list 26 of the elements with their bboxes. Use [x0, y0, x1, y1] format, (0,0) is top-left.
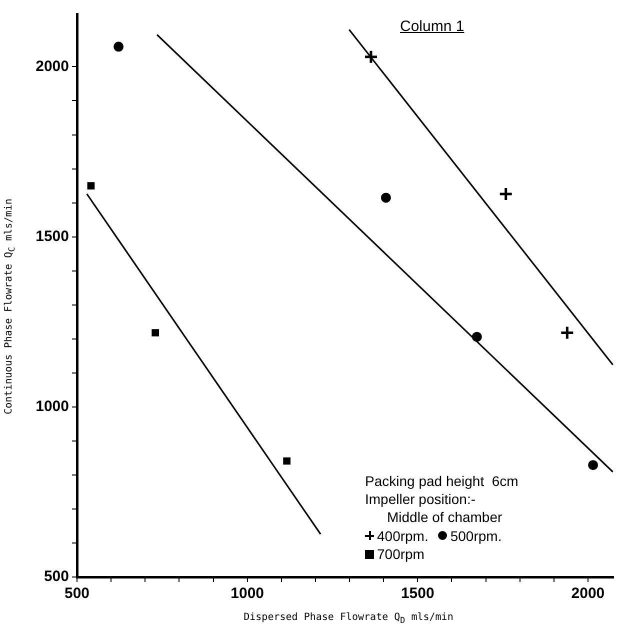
chart-title: Column 1: [400, 18, 464, 35]
point: [152, 329, 160, 336]
y-tick-label: 1000: [36, 398, 69, 416]
point: [87, 182, 95, 190]
x-tick-label: 500: [64, 585, 90, 602]
point: [380, 192, 391, 203]
legend-label: 500rpm.: [450, 526, 502, 544]
x-tick-label: 1000: [230, 585, 264, 602]
point: [114, 42, 124, 52]
point: [283, 457, 291, 465]
y-tick-label: 2000: [36, 58, 69, 75]
point: [364, 50, 378, 64]
annotation: Middle of chamber: [386, 508, 504, 526]
point: [588, 460, 598, 470]
y-tick-label: 500: [44, 568, 69, 586]
annotation: Packing pad height 6cm: [365, 472, 518, 490]
point: [498, 186, 514, 202]
x-axis-title: Dispersed Phase Flowrate Q$_{D}$ mls/min: [242, 612, 454, 625]
x-tick-label: 2000: [571, 585, 605, 602]
legend-label: 700rpm: [377, 545, 424, 563]
legend-label: 400rpm.: [377, 526, 428, 544]
x-tick-label: 1500: [400, 585, 434, 602]
point: [560, 326, 574, 340]
annotation: Impeller position:-: [365, 490, 476, 508]
y-tick-label: 1500: [36, 228, 69, 245]
point: [472, 332, 482, 342]
